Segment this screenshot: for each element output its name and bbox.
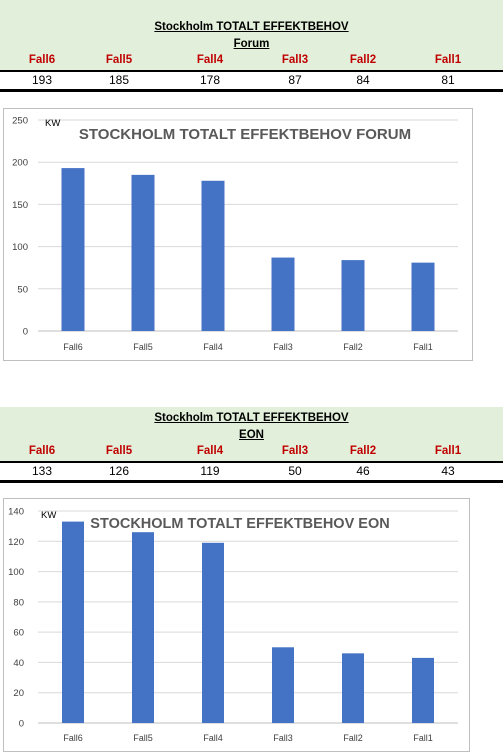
- eon-value-fall4: 119: [200, 464, 220, 478]
- eon-label-fall6: Fall6: [28, 445, 56, 457]
- forum-value-fall5: 185: [108, 73, 130, 87]
- eon-value-fall2: 46: [356, 464, 370, 478]
- forum-chart-frame: [3, 108, 473, 361]
- forum-value-fall1: 81: [441, 73, 455, 87]
- forum-rule-bottom: [0, 89, 503, 92]
- forum-label-fall2: Fall2: [349, 54, 377, 66]
- forum-value-fall6: 193: [31, 73, 53, 87]
- eon-chart-frame: [3, 498, 470, 752]
- eon-table-title: Stockholm TOTALT EFFEKTBEHOV: [154, 412, 349, 424]
- eon-table-subtitle: EON: [239, 429, 264, 441]
- forum-label-fall6: Fall6: [28, 54, 56, 66]
- eon-value-fall5: 126: [108, 464, 130, 478]
- eon-value-fall3: 50: [288, 464, 302, 478]
- eon-label-fall2: Fall2: [349, 445, 377, 457]
- forum-table-subtitle: Forum: [233, 38, 270, 50]
- eon-value-fall6: 133: [31, 464, 53, 478]
- eon-label-fall3: Fall3: [281, 445, 309, 457]
- forum-table-header: Stockholm TOTALT EFFEKTBEHOV Forum Fall6…: [0, 0, 503, 72]
- forum-rule-top: [0, 70, 503, 72]
- forum-value-fall4: 178: [199, 73, 221, 87]
- eon-label-fall4: Fall4: [196, 445, 224, 457]
- eon-label-fall1: Fall1: [434, 445, 462, 457]
- forum-label-fall1: Fall1: [434, 54, 462, 66]
- eon-rule-top: [0, 461, 503, 463]
- eon-label-fall5: Fall5: [105, 445, 133, 457]
- forum-label-fall4: Fall4: [196, 54, 224, 66]
- forum-value-fall2: 84: [356, 73, 370, 87]
- forum-table-title: Stockholm TOTALT EFFEKTBEHOV: [154, 21, 349, 33]
- eon-value-fall1: 43: [441, 464, 455, 478]
- forum-value-fall3: 87: [288, 73, 302, 87]
- eon-rule-bottom: [0, 480, 503, 483]
- eon-table-header: Stockholm TOTALT EFFEKTBEHOV EON Fall6 F…: [0, 407, 503, 463]
- forum-label-fall5: Fall5: [105, 54, 133, 66]
- forum-label-fall3: Fall3: [281, 54, 309, 66]
